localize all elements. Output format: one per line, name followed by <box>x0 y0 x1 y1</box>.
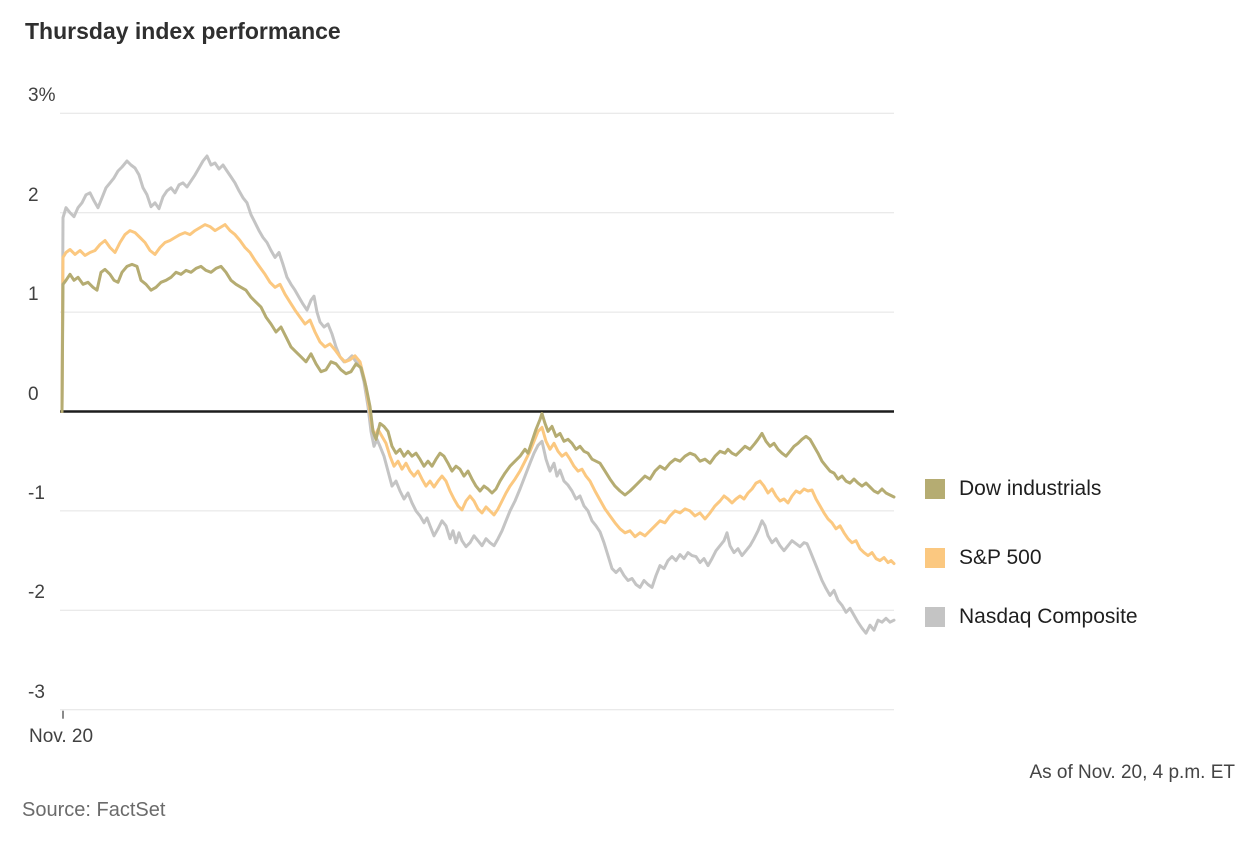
nasdaq-composite-swatch <box>925 607 945 627</box>
y-axis-label--1: -1 <box>28 482 45 504</box>
y-axis-label-0: 0 <box>28 383 39 405</box>
series-line-dow-industrials <box>60 262 896 499</box>
dow-industrials-swatch <box>925 479 945 499</box>
series-line-s-p-500 <box>60 223 896 566</box>
legend-item-dow-industrials: Dow industrials <box>925 477 1102 500</box>
legend-label-nasdaq-composite: Nasdaq Composite <box>959 605 1138 628</box>
series-line-nasdaq-composite <box>60 154 896 635</box>
y-axis-label--2: -2 <box>28 582 45 604</box>
as-of-timestamp: As of Nov. 20, 4 p.m. ET <box>1029 762 1235 783</box>
y-axis-label-1: 1 <box>28 284 39 306</box>
y-axis-label--3: -3 <box>28 681 45 703</box>
x-axis-start-label: Nov. 20 <box>29 726 94 747</box>
y-axis-label-2: 2 <box>28 184 39 206</box>
legend-label-dow-industrials: Dow industrials <box>959 477 1102 500</box>
chart-title: Thursday index performance <box>25 18 341 44</box>
sp500-swatch <box>925 548 945 568</box>
legend-label-sp500: S&P 500 <box>959 546 1042 569</box>
legend-item-nasdaq-composite: Nasdaq Composite <box>925 605 1138 628</box>
legend-item-sp500: S&P 500 <box>925 546 1042 569</box>
y-axis-label-3%: 3% <box>28 85 56 107</box>
source-credit: Source: FactSet <box>22 799 166 821</box>
